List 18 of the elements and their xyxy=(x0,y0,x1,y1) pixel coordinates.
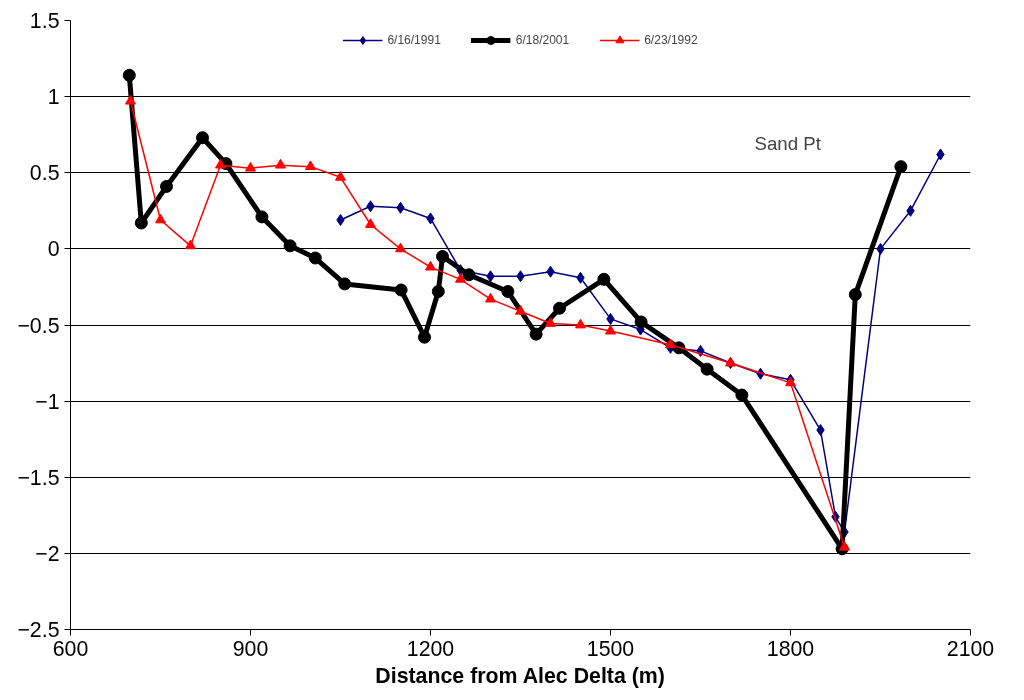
x-axis-title: Distance from Alec Delta (m) xyxy=(375,663,665,688)
x-tick-label: 900 xyxy=(232,636,269,661)
y-tick-label: −2 xyxy=(35,541,60,566)
x-tick-label: 2100 xyxy=(946,636,995,661)
legend-label: 6/23/1992 xyxy=(644,33,698,47)
legend-label: 6/18/2001 xyxy=(515,33,570,47)
x-tick-label: 1200 xyxy=(406,636,455,661)
y-tick-label: −1.5 xyxy=(17,465,60,490)
x-tick-label: 1800 xyxy=(766,636,815,661)
y-tick-label: 0 xyxy=(47,237,60,262)
annotation: Sand Pt xyxy=(754,133,822,155)
y-tick-label: 1.5 xyxy=(29,9,60,33)
legend-label: 6/16/1991 xyxy=(387,33,441,47)
y-tick-label: 0.5 xyxy=(29,161,60,186)
y-tick-label: 1 xyxy=(47,85,60,110)
x-tick-label: 1500 xyxy=(586,636,635,661)
y-tick-label: −1 xyxy=(35,389,60,414)
y-tick-label: −0.5 xyxy=(17,313,60,338)
